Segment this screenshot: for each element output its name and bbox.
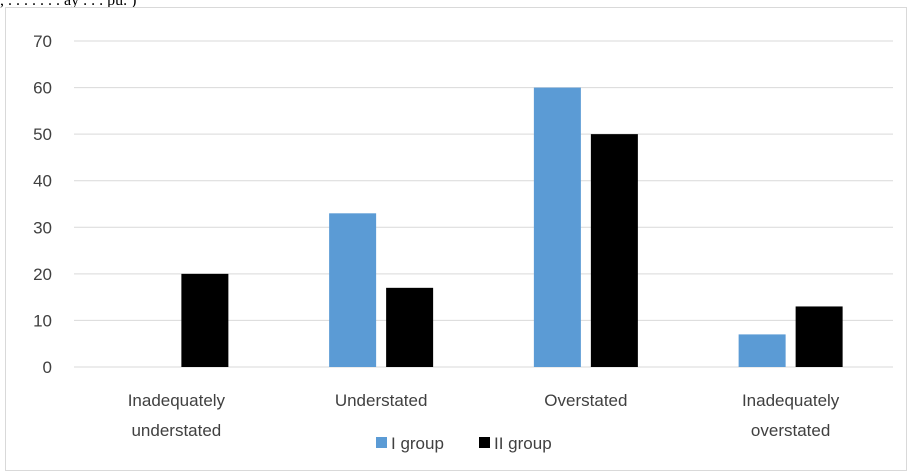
x-category-label: understated xyxy=(131,421,221,440)
chart-frame: 0 10 20 30 40 50 60 70 Inadequately understated U… xyxy=(5,7,907,471)
y-tick-label: 70 xyxy=(33,32,52,51)
bar-ii-group-0 xyxy=(181,273,229,367)
legend-label: I group xyxy=(391,434,444,453)
y-tick-label: 0 xyxy=(43,358,52,377)
bar-ii-group-1 xyxy=(386,287,434,367)
legend-swatch xyxy=(479,437,490,448)
bar-ii-group-3 xyxy=(795,306,843,367)
bar-i-group-1 xyxy=(329,213,377,367)
y-tick-label: 20 xyxy=(33,265,52,284)
y-axis-tick-labels: 0 10 20 30 40 50 60 70 xyxy=(33,32,52,377)
y-tick-label: 40 xyxy=(33,172,52,191)
x-category-label: Inadequately xyxy=(128,391,226,410)
x-category-label: overstated xyxy=(751,421,830,440)
page-caption: , . . . . . . . ay . . . pu. ) xyxy=(0,0,137,9)
legend: I group II group xyxy=(376,434,552,453)
x-category-label: Understated xyxy=(335,391,428,410)
y-tick-label: 10 xyxy=(33,311,52,330)
bar-i-group-3 xyxy=(738,334,786,367)
y-tick-label: 60 xyxy=(33,79,52,98)
y-tick-label: 30 xyxy=(33,218,52,237)
legend-label: II group xyxy=(494,434,552,453)
legend-swatch xyxy=(376,437,387,448)
x-axis-category-labels: Inadequately understated Understated Overst… xyxy=(128,391,840,440)
bar-chart: 0 10 20 30 40 50 60 70 Inadequately understated U… xyxy=(33,32,893,453)
y-tick-label: 50 xyxy=(33,125,52,144)
bar-i-group-2 xyxy=(533,87,581,368)
x-category-label: Overstated xyxy=(544,391,627,410)
bar-ii-group-2 xyxy=(590,134,638,367)
bars xyxy=(181,87,843,368)
x-category-label: Inadequately xyxy=(742,391,840,410)
